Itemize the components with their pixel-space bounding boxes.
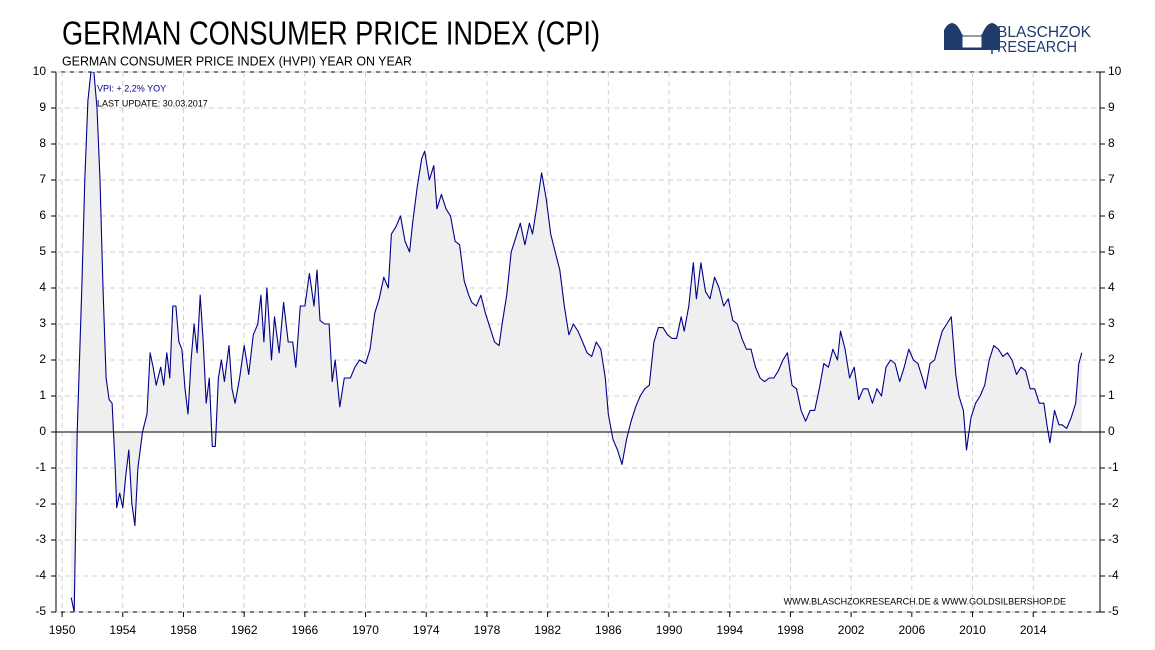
logo-text: BLASCHZOK: [997, 24, 1091, 41]
y-tick-label: -1: [35, 460, 46, 474]
y-tick-label: 6: [39, 208, 46, 222]
x-tick-label: 1978: [474, 623, 501, 637]
y2-tick-label: 1: [1108, 388, 1115, 402]
y2-tick-label: 10: [1108, 64, 1122, 78]
x-tick-label: 1998: [777, 623, 804, 637]
x-tick-label: 1962: [231, 623, 258, 637]
area-fill: [71, 72, 1082, 612]
y2-tick-label: 5: [1108, 244, 1115, 258]
y-tick-label: -3: [35, 532, 46, 546]
chart-subtitle: GERMAN CONSUMER PRICE INDEX (HVPI) YEAR …: [62, 53, 412, 68]
y-tick-label: 3: [39, 316, 46, 330]
y2-tick-label: -5: [1108, 604, 1119, 618]
y2-tick-label: -3: [1108, 532, 1119, 546]
y2-tick-label: -2: [1108, 496, 1119, 510]
y-tick-label: 5: [39, 244, 46, 258]
y2-tick-label: 8: [1108, 136, 1115, 150]
y2-tick-label: 3: [1108, 316, 1115, 330]
y2-tick-label: 7: [1108, 172, 1115, 186]
x-tick-label: 1994: [716, 623, 743, 637]
x-tick-label: 1974: [413, 623, 440, 637]
x-tick-label: 1954: [109, 623, 136, 637]
footer: WWW.BLASCHZOKRESEARCH.DE & WWW.GOLDSILBE…: [784, 596, 1066, 606]
x-tick-label: 1966: [292, 623, 319, 637]
y2-tick-label: -1: [1108, 460, 1119, 474]
data-line: [70, 72, 1083, 612]
y-tick-label: 1: [39, 388, 46, 402]
annotation: VPI: + 2,2% YOY: [97, 83, 166, 93]
y-tick-label: -2: [35, 496, 46, 510]
y-tick-label: 0: [39, 424, 46, 438]
y-tick-label: -4: [35, 568, 46, 582]
y-tick-label: -5: [35, 604, 46, 618]
annotation: LAST UPDATE: 30.03.2017: [97, 98, 208, 108]
logo-icon: [944, 23, 1000, 50]
logo: BLASCHZOK RESEARCH: [944, 23, 1091, 56]
x-tick-label: 1958: [170, 623, 197, 637]
y2-tick-label: -4: [1108, 568, 1119, 582]
y-tick-label: 7: [39, 172, 46, 186]
x-tick-label: 2002: [838, 623, 865, 637]
y-tick-label: 4: [39, 280, 46, 294]
logo-text: RESEARCH: [997, 39, 1077, 56]
y-tick-label: 10: [33, 64, 47, 78]
y2-tick-label: 2: [1108, 352, 1115, 366]
x-tick-label: 1990: [656, 623, 683, 637]
y2-tick-label: 6: [1108, 208, 1115, 222]
x-tick-label: 2006: [898, 623, 925, 637]
logo-box: [961, 35, 983, 49]
y2-tick-label: 0: [1108, 424, 1115, 438]
x-tick-label: 2014: [1020, 623, 1047, 637]
x-tick-label: 1986: [595, 623, 622, 637]
y-tick-label: 2: [39, 352, 46, 366]
y-tick-label: 8: [39, 136, 46, 150]
y2-tick-label: 9: [1108, 100, 1115, 114]
y2-tick-label: 4: [1108, 280, 1115, 294]
x-tick-label: 1950: [49, 623, 76, 637]
plot-area: -5 -5 -4 -4 -3 -3 -2 -2 -1 -1 0 0 1 1 2 2 3 3 4 4 5 5 6 6 7 7 8 8 9 9…: [33, 64, 1122, 637]
x-tick-label: 1970: [352, 623, 379, 637]
x-tick-label: 1982: [534, 623, 561, 637]
chart-title: GERMAN CONSUMER PRICE INDEX (CPI): [62, 15, 600, 52]
y-tick-label: 9: [39, 100, 46, 114]
x-tick-label: 2010: [959, 623, 986, 637]
